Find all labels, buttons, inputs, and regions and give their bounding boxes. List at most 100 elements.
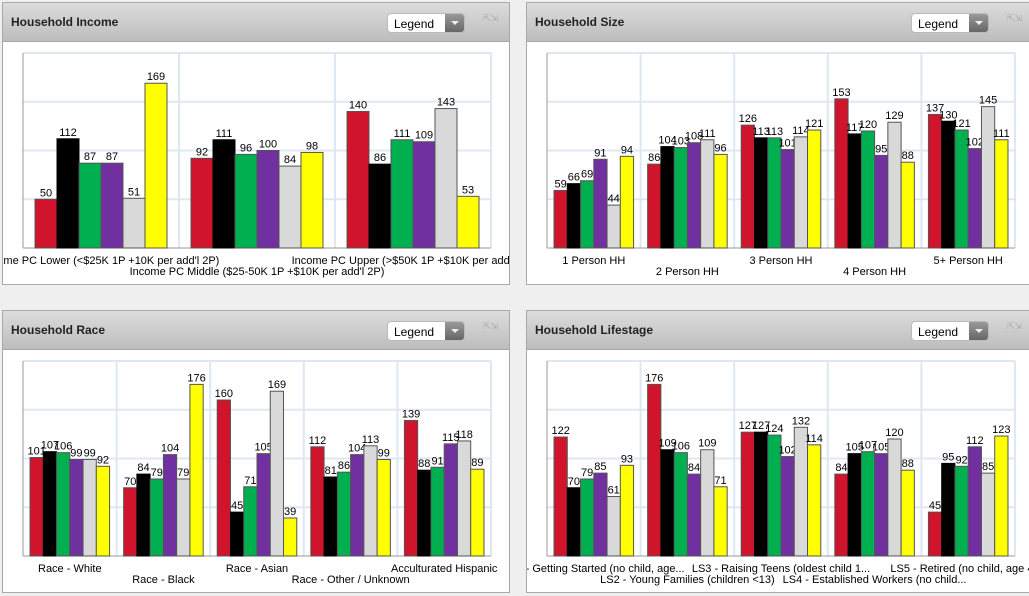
x-tick-label: Race - Asian (226, 563, 288, 575)
bar (162, 454, 178, 557)
data-label: 96 (714, 142, 726, 154)
data-label: 51 (128, 186, 140, 198)
legend-label: Legend (394, 17, 435, 31)
bar (336, 471, 352, 557)
data-label: 89 (471, 457, 483, 469)
data-label: 129 (885, 110, 903, 122)
bar (807, 129, 822, 249)
data-label: 99 (378, 447, 390, 459)
panel-title: Household Race (11, 323, 106, 337)
legend-label: Legend (394, 325, 435, 339)
bar (954, 465, 969, 557)
x-tick-label: Income PC Middle ($25-50K 1P +$10K per a… (130, 266, 385, 278)
expand-icon[interactable]: ⇱⇲ (1007, 321, 1023, 331)
bar (122, 197, 146, 249)
chevron-down-icon (969, 322, 988, 340)
data-label: 61 (608, 485, 620, 497)
bar (300, 151, 324, 249)
data-label: 120 (885, 427, 903, 439)
bar (941, 462, 956, 557)
bar (753, 431, 769, 557)
bar (417, 469, 432, 557)
legend-dropdown[interactable]: Legend (911, 321, 989, 341)
data-label: 69 (581, 169, 593, 181)
bar (740, 124, 755, 249)
bar (256, 150, 280, 249)
data-label: 108 (685, 131, 703, 143)
expand-icon[interactable]: ⇱⇲ (1007, 13, 1023, 23)
bar (860, 451, 876, 557)
bar (593, 472, 608, 557)
bar (470, 468, 485, 557)
data-label: 113 (752, 126, 770, 138)
data-label: 176 (187, 372, 205, 384)
data-label: 112 (966, 435, 984, 447)
data-label: 66 (568, 172, 580, 184)
household-income-panel: Household Income Legend ⇱⇲ 50 112 87 87 51 16… (2, 2, 510, 285)
bar (443, 443, 458, 557)
bar (363, 445, 378, 557)
bar (847, 133, 862, 249)
data-label: 118 (455, 429, 473, 441)
data-label: 92 (97, 454, 109, 466)
data-label: 121 (805, 118, 823, 130)
bar (269, 390, 285, 557)
bar (580, 478, 595, 557)
bar (580, 180, 595, 249)
bar (456, 440, 472, 557)
legend-dropdown[interactable]: Legend (911, 13, 989, 33)
bar (403, 419, 419, 557)
household-race-panel: Household Race Legend ⇱⇲ 101 107 106 99 99 92… (2, 310, 510, 593)
bar (994, 139, 1009, 249)
bar (566, 487, 582, 557)
bar (593, 158, 608, 249)
data-label: 132 (792, 415, 810, 427)
data-label: 39 (284, 506, 296, 518)
data-label: 160 (215, 388, 233, 400)
bar (606, 204, 621, 249)
data-label: 88 (418, 458, 430, 470)
x-tick-label: 2 Person HH (656, 266, 719, 278)
data-label: 87 (106, 151, 118, 163)
data-label: 95 (875, 143, 887, 155)
data-label: 120 (859, 119, 877, 131)
data-label: 99 (70, 447, 82, 459)
data-label: 94 (621, 144, 633, 156)
data-label: 145 (979, 95, 997, 107)
data-label: 84 (137, 462, 149, 474)
bar (647, 163, 662, 249)
legend-dropdown[interactable]: Legend (387, 13, 465, 33)
expand-icon[interactable]: ⇱⇲ (483, 321, 499, 331)
data-label: 92 (196, 146, 208, 158)
bar (390, 139, 414, 249)
bar (780, 149, 795, 249)
household-size-panel: Household Size Legend ⇱⇲ 59 66 69 91 44 94 1 P… (526, 2, 1029, 285)
bar (346, 111, 370, 249)
data-label: 126 (739, 113, 757, 125)
bar (994, 435, 1009, 557)
data-label: 104 (161, 443, 179, 455)
legend-label: Legend (918, 325, 959, 339)
panel-header: Household Race Legend ⇱⇲ (3, 311, 509, 350)
data-label: 79 (581, 467, 593, 479)
data-label: 70 (568, 476, 580, 488)
bar (553, 436, 568, 557)
data-label: 127 (739, 420, 757, 432)
data-label: 112 (59, 127, 77, 139)
bar (310, 446, 325, 557)
legend-dropdown[interactable]: Legend (387, 321, 465, 341)
data-label: 104 (658, 135, 676, 147)
data-label: 106 (54, 441, 72, 453)
bar (144, 82, 168, 249)
data-label: 85 (982, 461, 994, 473)
bar (123, 487, 138, 557)
bar (980, 472, 996, 557)
bar (686, 142, 702, 249)
bar (700, 139, 715, 249)
bar (234, 153, 258, 249)
expand-icon[interactable]: ⇱⇲ (483, 13, 499, 23)
bar (229, 511, 245, 557)
data-label: 86 (374, 152, 386, 164)
bar (29, 457, 44, 557)
